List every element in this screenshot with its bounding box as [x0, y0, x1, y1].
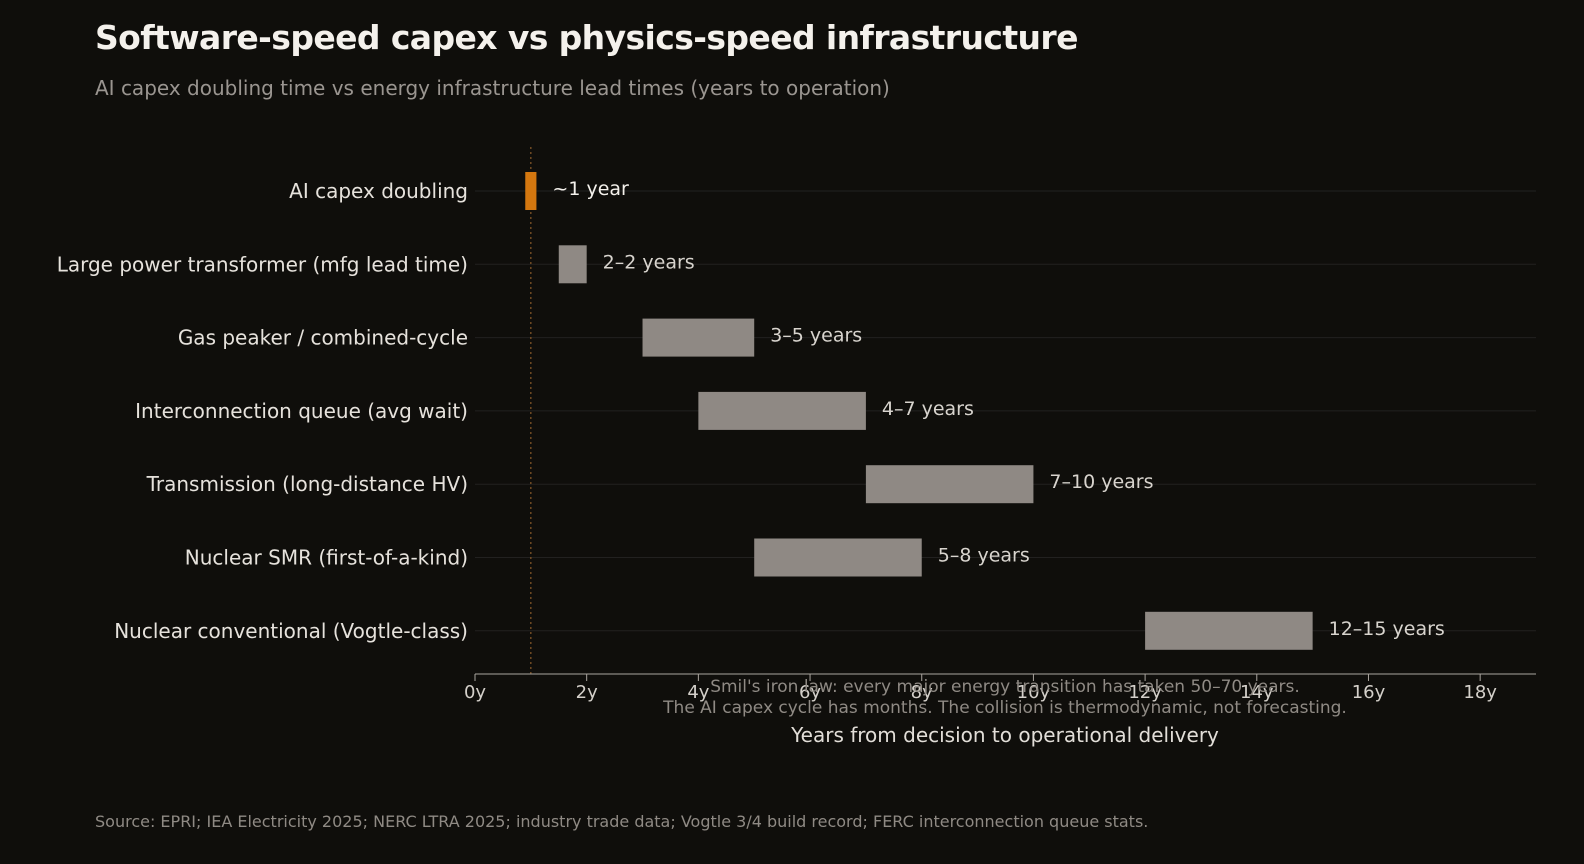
category-label: Transmission (long-distance HV)	[146, 472, 468, 496]
data-label: 5–8 years	[938, 545, 1030, 567]
bar	[1145, 611, 1313, 650]
bar	[698, 391, 866, 430]
bar	[558, 245, 587, 284]
data-label: ~1 year	[552, 178, 629, 200]
bar	[754, 538, 922, 577]
category-label: AI capex doubling	[289, 179, 468, 203]
category-label: Nuclear conventional (Vogtle-class)	[114, 619, 468, 643]
chart-title: Software-speed capex vs physics-speed in…	[95, 18, 1078, 57]
chart-subtitle: AI capex doubling time vs energy infrast…	[95, 76, 890, 100]
x-tick-label: 12y	[1128, 682, 1162, 703]
source-note: Source: EPRI; IEA Electricity 2025; NERC…	[95, 812, 1149, 831]
x-tick-label: 8y	[911, 682, 933, 703]
category-label: Gas peaker / combined-cycle	[178, 326, 468, 350]
data-label: 12–15 years	[1329, 618, 1445, 640]
x-tick-label: 10y	[1017, 682, 1051, 703]
x-tick-label: 0y	[464, 682, 486, 703]
category-label: Interconnection queue (avg wait)	[135, 399, 468, 423]
annotation-line: The AI capex cycle has months. The colli…	[662, 698, 1347, 718]
bar	[525, 172, 537, 210]
x-tick-label: 4y	[687, 682, 709, 703]
data-label: 3–5 years	[770, 325, 862, 347]
bar	[642, 318, 755, 357]
x-tick-label: 18y	[1463, 682, 1497, 703]
category-label: Nuclear SMR (first-of-a-kind)	[185, 546, 468, 570]
x-tick-label: 14y	[1240, 682, 1274, 703]
x-tick-label: 16y	[1352, 682, 1386, 703]
data-label: 7–10 years	[1049, 471, 1153, 493]
x-axis-label: Years from decision to operational deliv…	[790, 723, 1219, 747]
bar	[865, 465, 1034, 504]
data-label: 2–2 years	[603, 251, 695, 273]
annotation-line: Smil's iron law: every major energy tran…	[710, 677, 1300, 697]
x-tick-label: 2y	[576, 682, 598, 703]
category-label: Large power transformer (mfg lead time)	[57, 252, 468, 276]
data-label: 4–7 years	[882, 398, 974, 420]
x-tick-label: 6y	[799, 682, 821, 703]
